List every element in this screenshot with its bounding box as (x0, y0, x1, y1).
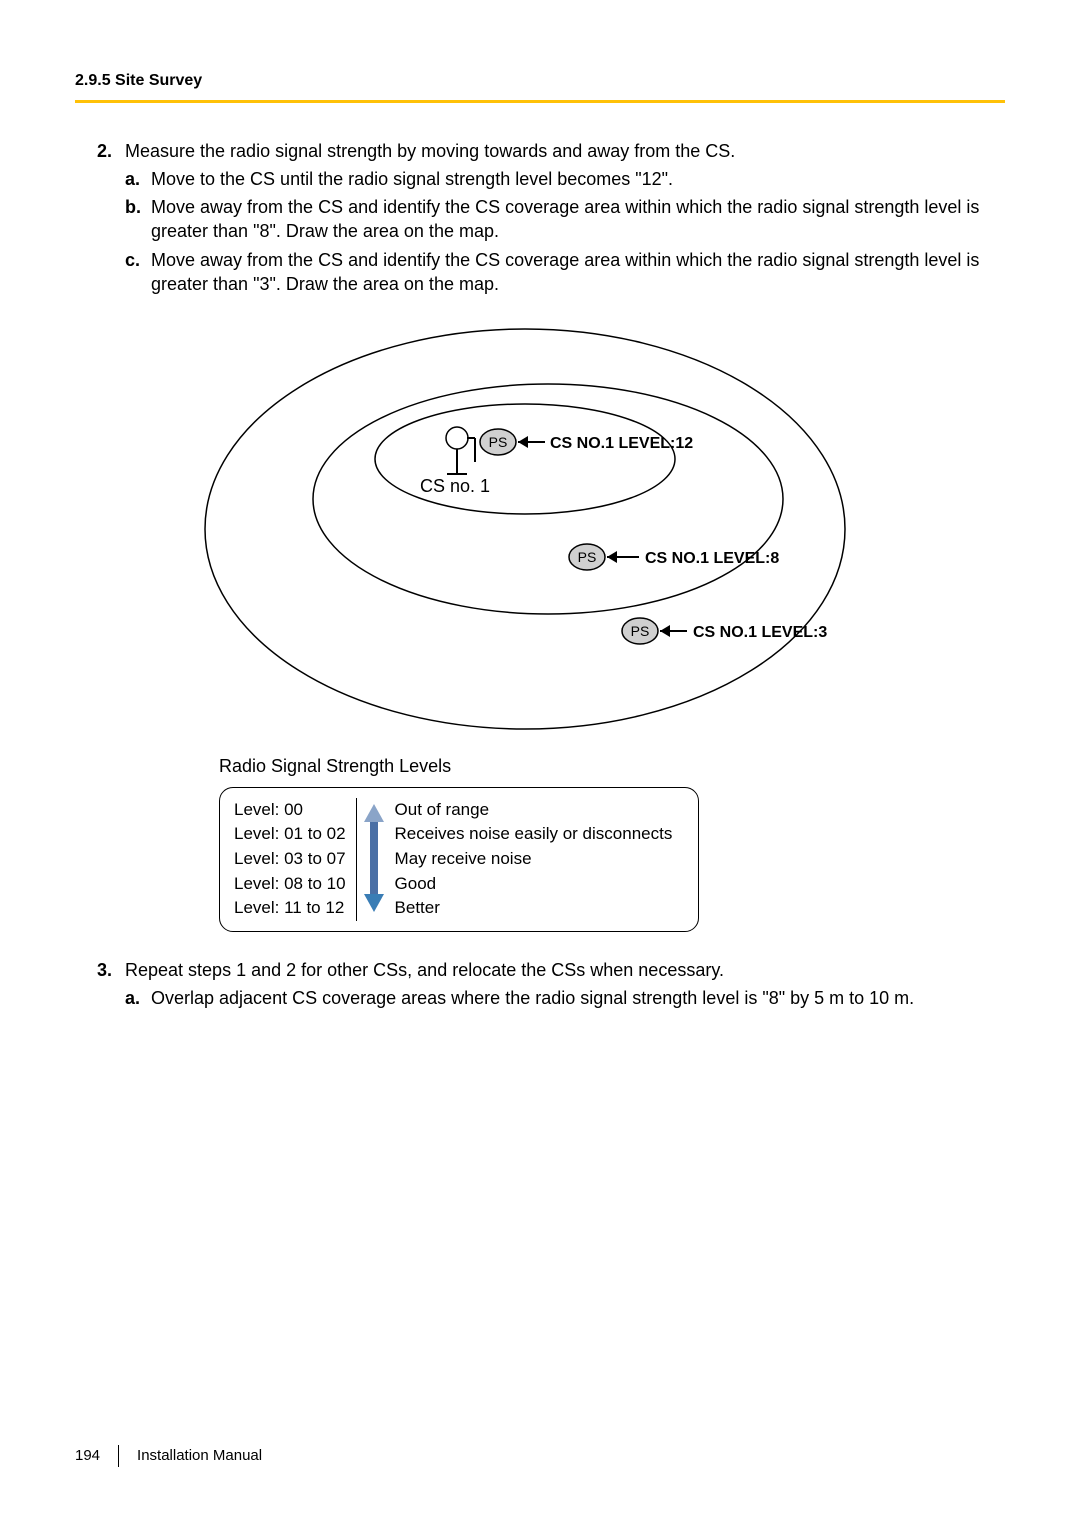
inner-ellipse (375, 404, 675, 514)
legend-l1: Level: 01 to 02 (234, 822, 346, 847)
legend-l2: Level: 03 to 07 (234, 847, 346, 872)
cs-label: CS no. 1 (420, 476, 490, 496)
step-2a-marker: a. (125, 167, 151, 191)
legend-r0: Out of range (395, 798, 684, 823)
svg-text:PS: PS (489, 434, 508, 450)
arrow-1-icon (518, 436, 545, 448)
section-header: 2.9.5 Site Survey (75, 70, 1005, 92)
step-3a-text: Overlap adjacent CS coverage areas where… (151, 986, 914, 1010)
ps-badge-3: PS (622, 618, 658, 644)
reading-1: CS NO.1 LEVEL:12 (550, 435, 693, 452)
step-2b-marker: b. (125, 195, 151, 244)
reading-3: CS NO.1 LEVEL:3 (693, 624, 827, 641)
reading-2: CS NO.1 LEVEL:8 (645, 550, 779, 567)
arrow-2-icon (607, 551, 639, 563)
page-number: 194 (75, 1446, 100, 1466)
quality-arrow-icon (361, 804, 387, 912)
cs-antenna-icon (446, 427, 475, 474)
step-2b-text: Move away from the CS and identify the C… (151, 195, 1005, 244)
legend-title: Radio Signal Strength Levels (219, 754, 1005, 778)
step-3a-marker: a. (125, 986, 151, 1010)
step-2c-marker: c. (125, 248, 151, 297)
legend-r4: Better (395, 896, 684, 921)
outer-ellipse (205, 329, 845, 729)
arrow-3-icon (660, 625, 687, 637)
step-2-text: Measure the radio signal strength by mov… (125, 139, 735, 163)
step-2-marker: 2. (97, 139, 125, 163)
legend-l4: Level: 11 to 12 (234, 896, 346, 921)
step-3: 3. Repeat steps 1 and 2 for other CSs, a… (97, 958, 1005, 1011)
legend-box: Level: 00 Level: 01 to 02 Level: 03 to 0… (219, 787, 699, 932)
mid-ellipse (313, 384, 783, 614)
legend-right-column: Out of range Receives noise easily or di… (357, 798, 684, 921)
legend-l0: Level: 00 (234, 798, 346, 823)
step-3-text: Repeat steps 1 and 2 for other CSs, and … (125, 958, 724, 982)
step-3-marker: 3. (97, 958, 125, 982)
legend-r2: May receive noise (395, 847, 684, 872)
svg-text:PS: PS (578, 549, 597, 565)
footer-title: Installation Manual (137, 1446, 262, 1466)
step-2a-text: Move to the CS until the radio signal st… (151, 167, 673, 191)
legend-l3: Level: 08 to 10 (234, 872, 346, 897)
legend-left-column: Level: 00 Level: 01 to 02 Level: 03 to 0… (234, 798, 357, 921)
ps-badge-2: PS (569, 544, 605, 570)
ps-badge-1: PS (480, 429, 516, 455)
svg-text:PS: PS (631, 623, 650, 639)
step-2: 2. Measure the radio signal strength by … (97, 139, 1005, 297)
legend-r1: Receives noise easily or disconnects (395, 822, 684, 847)
legend-r3: Good (395, 872, 684, 897)
coverage-diagram: CS no. 1 PS CS NO.1 LEVEL:12 PS CS NO.1 … (195, 314, 895, 744)
header-rule (75, 100, 1005, 103)
page-footer: 194 Installation Manual (75, 1445, 262, 1467)
footer-divider (118, 1445, 119, 1467)
step-2c-text: Move away from the CS and identify the C… (151, 248, 1005, 297)
